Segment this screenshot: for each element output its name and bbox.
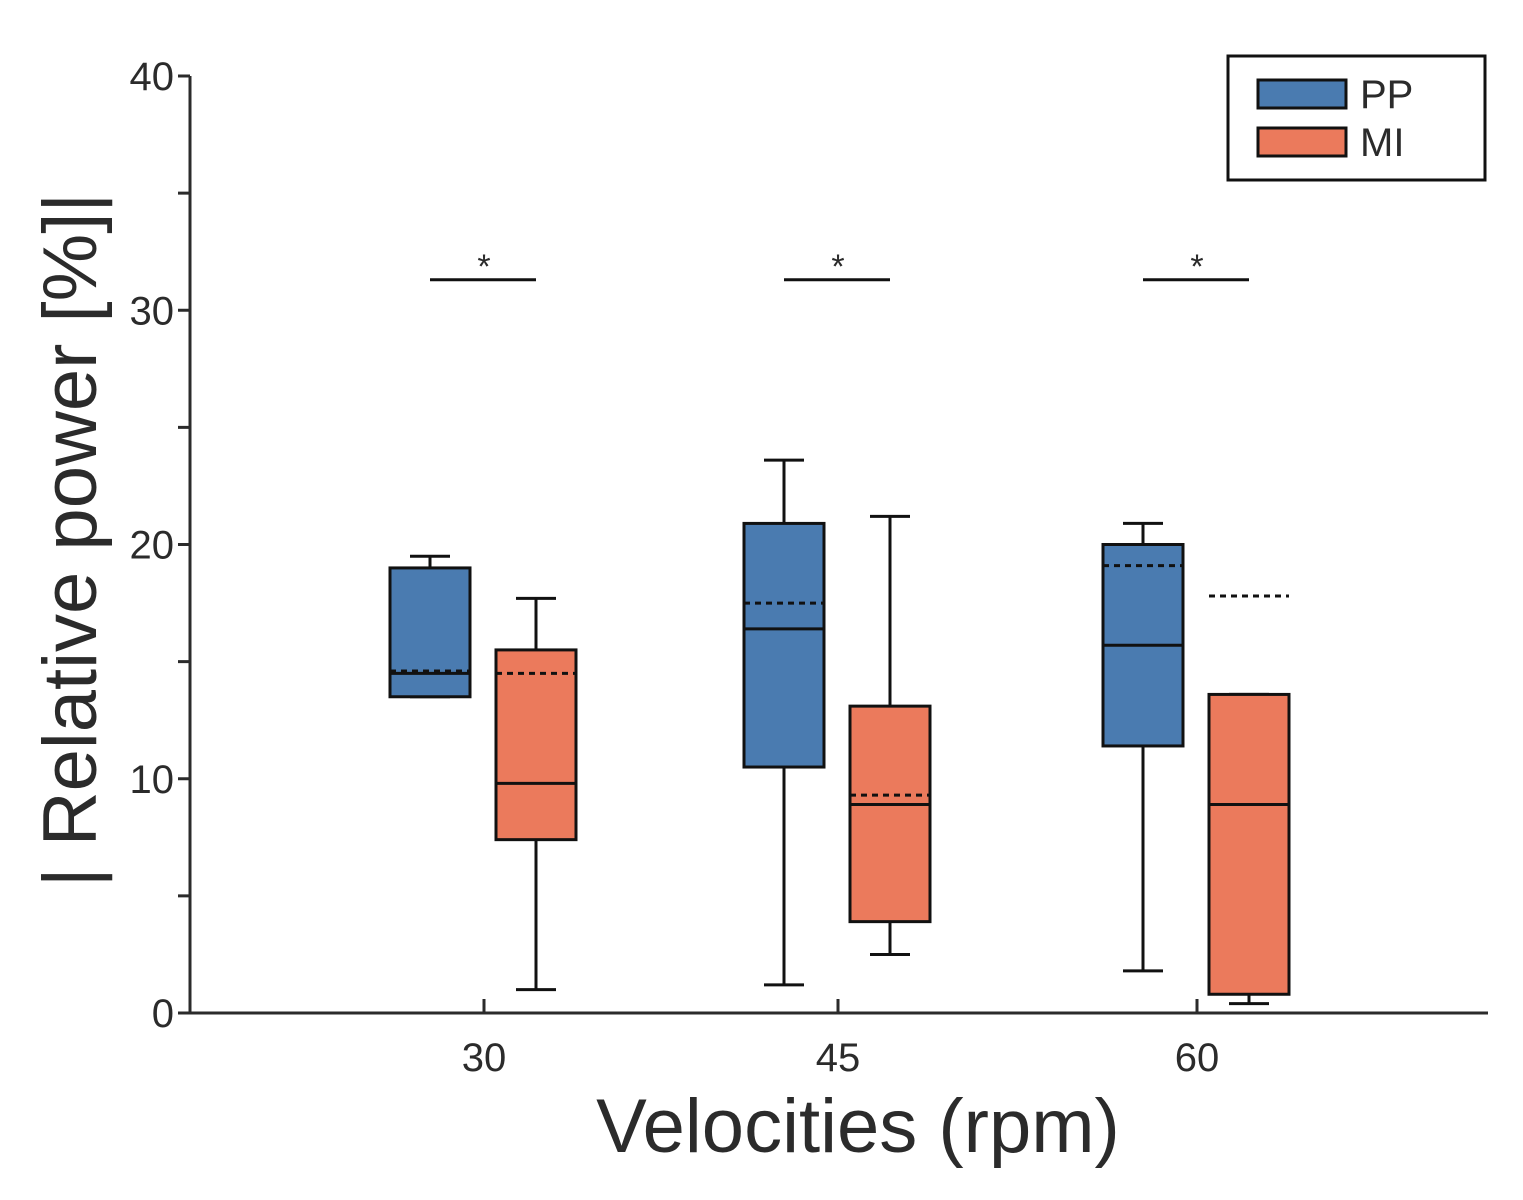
x-axis-label: Velocities (rpm) — [596, 1084, 1120, 1169]
box-pp-30 — [388, 554, 472, 699]
y-tick-label: 30 — [130, 289, 175, 333]
x-tick-label: 60 — [1175, 1036, 1220, 1080]
box-pp-45 — [742, 458, 826, 987]
x-tick-label: 30 — [462, 1036, 507, 1080]
y-tick-label: 0 — [152, 992, 174, 1036]
y-tick-label: 40 — [130, 55, 175, 99]
significance-asterisk: * — [831, 248, 844, 286]
x-tick-label: 45 — [816, 1036, 861, 1080]
box-body — [848, 704, 932, 924]
box-body — [388, 566, 472, 699]
legend-swatch-mi — [1256, 126, 1348, 158]
y-axis-label: | Relative power [%]| — [28, 193, 113, 887]
significance-asterisk: * — [1190, 248, 1203, 286]
significance-asterisk: * — [477, 248, 490, 286]
y-tick-label: 20 — [130, 524, 175, 568]
box-body — [1207, 692, 1291, 996]
box-mi-30 — [494, 596, 578, 992]
y-tick-label: 10 — [130, 758, 175, 802]
box-mi-45 — [848, 514, 932, 956]
legend-label-pp: PP — [1360, 73, 1413, 117]
box-series — [388, 458, 1291, 1006]
legend-label-mi: MI — [1360, 121, 1404, 165]
box-pp-60 — [1101, 521, 1185, 973]
axes: 0 10 20 30 40 30 45 60 — [130, 55, 1488, 1080]
box-mi-60 — [1207, 594, 1291, 1006]
significance-markers: * * * — [430, 248, 1249, 286]
legend-box — [1226, 54, 1487, 182]
box-body — [494, 648, 578, 842]
box-body — [742, 521, 826, 769]
legend-swatch-pp — [1256, 78, 1348, 110]
